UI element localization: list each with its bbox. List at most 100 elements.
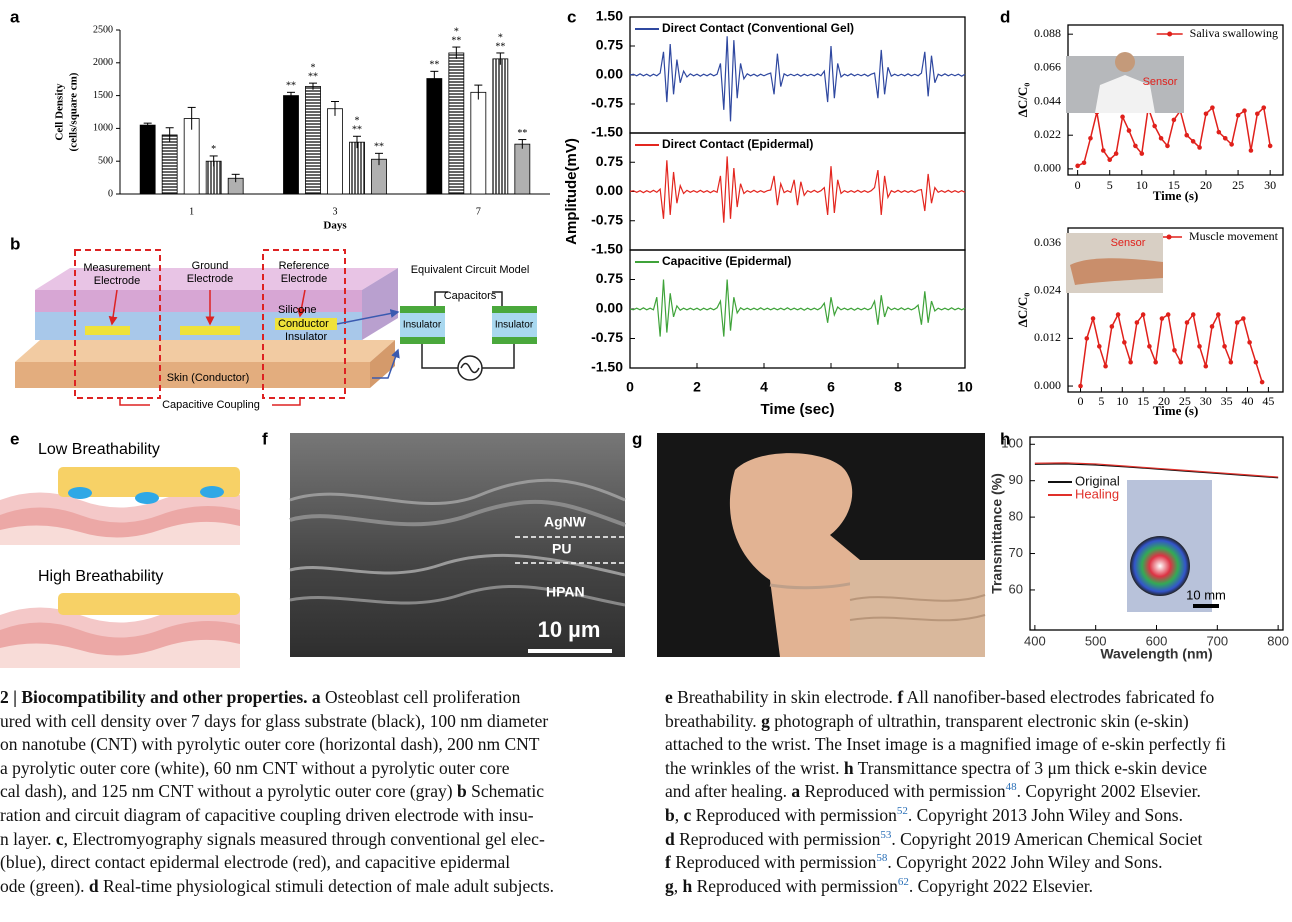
caption-text: . Copyright 2022 John Wiley and Sons. <box>887 852 1162 872</box>
caption-text: Reproduced with permission <box>671 852 877 872</box>
legend-swatch <box>1167 32 1172 37</box>
data-point <box>1260 380 1265 385</box>
caption-text: ration and circuit diagram of capacitive… <box>0 805 534 825</box>
caption-text: a <box>312 687 321 707</box>
data-point <box>1127 128 1132 133</box>
caption-line: g, h Reproduced with permission62. Copyr… <box>665 875 1292 899</box>
significance-mark: ** <box>352 125 362 136</box>
caption-line: attached to the wrist. The Inset image i… <box>665 733 1292 757</box>
y-tick-label: -0.75 <box>591 211 623 227</box>
legend-label: Direct Contact (Conventional Gel) <box>662 21 854 35</box>
data-point <box>1141 312 1146 317</box>
caption-text: the wrinkles of the wrist. <box>665 758 844 778</box>
y-tick-label: 0.75 <box>596 270 623 286</box>
caption-text: and after healing. <box>665 781 791 801</box>
data-point <box>1242 108 1247 113</box>
data-line <box>1035 464 1278 478</box>
data-line <box>1078 108 1271 166</box>
caption-text: . Copyright 2022 Elsevier. <box>909 876 1093 896</box>
data-point <box>1236 113 1241 118</box>
x-tick-label: 30 <box>1200 394 1212 408</box>
caption-text: a pyrolytic outer core (white), 60 nm CN… <box>0 758 509 778</box>
caption-text: ode (green). <box>0 876 89 896</box>
x-tick-label: 5 <box>1107 178 1113 192</box>
data-point <box>1197 344 1202 349</box>
y-tick-label: 60 <box>1009 581 1023 596</box>
caption-text: , <box>674 876 683 896</box>
x-tick-label: 3 <box>333 206 338 217</box>
caption-text: . Copyright 2019 American Chemical Socie… <box>891 829 1202 849</box>
data-point <box>1268 144 1273 149</box>
y-axis-label: ΔC/C₀ <box>1015 293 1030 328</box>
data-point <box>1235 320 1240 325</box>
y-tick-label: 0.00 <box>596 182 623 198</box>
y-tick-label: 0.000 <box>1034 378 1061 392</box>
page: { "panel_labels": ["a","b","c","d","e","… <box>0 0 1292 922</box>
data-point <box>1107 157 1112 162</box>
data-point <box>1147 344 1152 349</box>
y-tick-label: 0.088 <box>1034 26 1061 40</box>
caption-text: b <box>457 781 467 801</box>
caption-text: d <box>89 876 99 896</box>
data-point <box>1110 324 1115 329</box>
bar <box>449 53 464 194</box>
reference-number: 62 <box>898 876 909 888</box>
x-tick-label: 10 <box>957 379 973 395</box>
significance-mark: ** <box>429 60 439 71</box>
caption-line: on nanotube (CNT) with pyrolytic outer c… <box>0 733 640 757</box>
caption-text: 2 | Biocompatibility and other propertie… <box>0 687 312 707</box>
data-point <box>1203 364 1208 369</box>
x-tick-label: 10 <box>1136 178 1148 192</box>
caption-text: attached to the wrist. The Inset image i… <box>665 734 1226 754</box>
data-point <box>1165 144 1170 149</box>
legend-label: Healing <box>1075 486 1119 501</box>
caption-line: b, c Reproduced with permission52. Copyr… <box>665 804 1292 828</box>
caption-text: All nanofiber-based electrodes fabricate… <box>903 687 1214 707</box>
legend-label: Saliva swallowing <box>1190 26 1278 40</box>
inset-label: Sensor <box>1143 76 1178 88</box>
y-tick-label: 70 <box>1009 545 1023 560</box>
data-point <box>1166 312 1171 317</box>
x-tick-label: 20 <box>1200 178 1212 192</box>
data-point <box>1249 148 1254 153</box>
y-tick-label: -1.50 <box>591 359 623 375</box>
x-tick-label: 2 <box>693 379 701 395</box>
caption-text: Breathability in skin electrode. <box>673 687 898 707</box>
y-tick-label: 0.036 <box>1034 235 1061 249</box>
bar <box>284 96 299 194</box>
data-point <box>1160 316 1165 321</box>
caption-text: Schematic <box>467 781 544 801</box>
caption-line: ode (green). d Real-time physiological s… <box>0 875 640 899</box>
data-point <box>1255 111 1260 116</box>
inset-label: 10 mm <box>1186 587 1226 602</box>
data-point <box>1159 136 1164 141</box>
data-point <box>1223 136 1228 141</box>
x-tick-label: 800 <box>1267 633 1289 648</box>
x-tick-label: 45 <box>1262 394 1274 408</box>
x-tick-label: 35 <box>1221 394 1233 408</box>
caption-text: ured with cell density over 7 days for g… <box>0 711 548 731</box>
data-point <box>1075 164 1080 169</box>
caption-line: ured with cell density over 7 days for g… <box>0 710 640 734</box>
y-tick-label: 0.75 <box>596 153 623 169</box>
x-tick-label: 25 <box>1232 178 1244 192</box>
significance-mark: ** <box>517 128 527 139</box>
data-point <box>1222 344 1227 349</box>
y-tick-label: 0.024 <box>1034 282 1061 296</box>
data-point <box>1091 316 1096 321</box>
caption-text: Transmittance spectra of 3 μm thick e-sk… <box>854 758 1207 778</box>
inset-label: Sensor <box>1111 237 1146 249</box>
data-point <box>1185 320 1190 325</box>
bar <box>471 92 486 194</box>
caption-column: 2 | Biocompatibility and other propertie… <box>0 686 640 898</box>
x-tick-label: 0 <box>626 379 634 395</box>
y-tick-label: 0.00 <box>596 66 623 82</box>
x-axis-label: Days <box>323 220 347 232</box>
x-tick-label: 8 <box>894 379 902 395</box>
caption-text: (blue), direct contact epidermal electro… <box>0 852 510 872</box>
data-point <box>1122 340 1127 345</box>
x-tick-label: 40 <box>1242 394 1254 408</box>
caption-text: , Electromyography signals measured thro… <box>64 829 545 849</box>
bar <box>162 135 177 194</box>
y-axis-label: ΔC/C₀ <box>1015 83 1030 118</box>
